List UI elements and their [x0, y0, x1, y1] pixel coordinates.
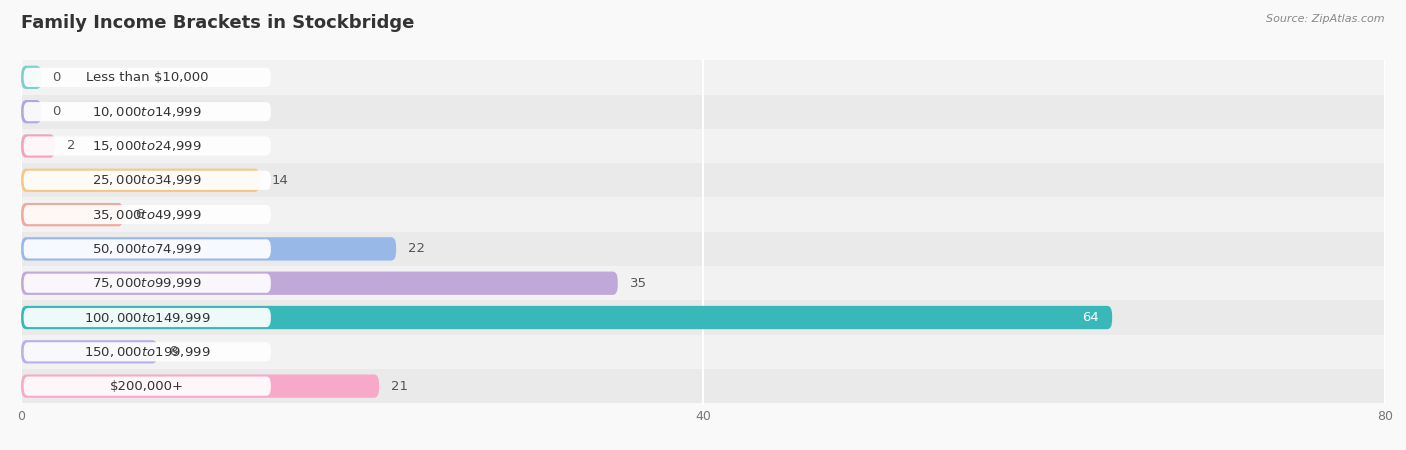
FancyBboxPatch shape	[24, 171, 271, 190]
Text: 6: 6	[135, 208, 143, 221]
Text: 8: 8	[169, 345, 177, 358]
FancyBboxPatch shape	[24, 136, 271, 156]
Text: Less than $10,000: Less than $10,000	[86, 71, 208, 84]
FancyBboxPatch shape	[24, 68, 271, 87]
FancyBboxPatch shape	[21, 94, 1385, 129]
Text: Source: ZipAtlas.com: Source: ZipAtlas.com	[1267, 14, 1385, 23]
FancyBboxPatch shape	[24, 205, 271, 224]
FancyBboxPatch shape	[24, 308, 271, 327]
FancyBboxPatch shape	[21, 300, 1385, 335]
Text: 64: 64	[1081, 311, 1098, 324]
FancyBboxPatch shape	[21, 134, 55, 158]
FancyBboxPatch shape	[24, 274, 271, 293]
FancyBboxPatch shape	[21, 66, 42, 89]
Text: Family Income Brackets in Stockbridge: Family Income Brackets in Stockbridge	[21, 14, 415, 32]
FancyBboxPatch shape	[24, 102, 271, 121]
Text: $75,000 to $99,999: $75,000 to $99,999	[93, 276, 202, 290]
Text: 0: 0	[52, 71, 60, 84]
Text: $150,000 to $199,999: $150,000 to $199,999	[84, 345, 211, 359]
FancyBboxPatch shape	[21, 129, 1385, 163]
FancyBboxPatch shape	[21, 232, 1385, 266]
Text: 21: 21	[391, 380, 408, 393]
FancyBboxPatch shape	[21, 163, 1385, 198]
Text: $35,000 to $49,999: $35,000 to $49,999	[93, 207, 202, 221]
FancyBboxPatch shape	[21, 335, 1385, 369]
Text: 0: 0	[52, 105, 60, 118]
Text: 14: 14	[271, 174, 288, 187]
Text: $200,000+: $200,000+	[110, 380, 184, 393]
FancyBboxPatch shape	[21, 374, 380, 398]
FancyBboxPatch shape	[21, 340, 157, 364]
Text: 35: 35	[630, 277, 647, 290]
Text: $50,000 to $74,999: $50,000 to $74,999	[93, 242, 202, 256]
Text: 2: 2	[67, 140, 76, 153]
FancyBboxPatch shape	[24, 342, 271, 361]
Text: $25,000 to $34,999: $25,000 to $34,999	[93, 173, 202, 187]
Text: $15,000 to $24,999: $15,000 to $24,999	[93, 139, 202, 153]
FancyBboxPatch shape	[21, 198, 1385, 232]
FancyBboxPatch shape	[21, 369, 1385, 403]
FancyBboxPatch shape	[21, 203, 124, 226]
FancyBboxPatch shape	[21, 237, 396, 261]
FancyBboxPatch shape	[21, 306, 1112, 329]
FancyBboxPatch shape	[21, 60, 1385, 94]
FancyBboxPatch shape	[21, 271, 617, 295]
Text: $10,000 to $14,999: $10,000 to $14,999	[93, 105, 202, 119]
Text: $100,000 to $149,999: $100,000 to $149,999	[84, 310, 211, 324]
FancyBboxPatch shape	[21, 100, 42, 123]
FancyBboxPatch shape	[21, 266, 1385, 300]
FancyBboxPatch shape	[24, 377, 271, 396]
FancyBboxPatch shape	[24, 239, 271, 258]
Text: 22: 22	[408, 243, 425, 256]
FancyBboxPatch shape	[21, 169, 260, 192]
